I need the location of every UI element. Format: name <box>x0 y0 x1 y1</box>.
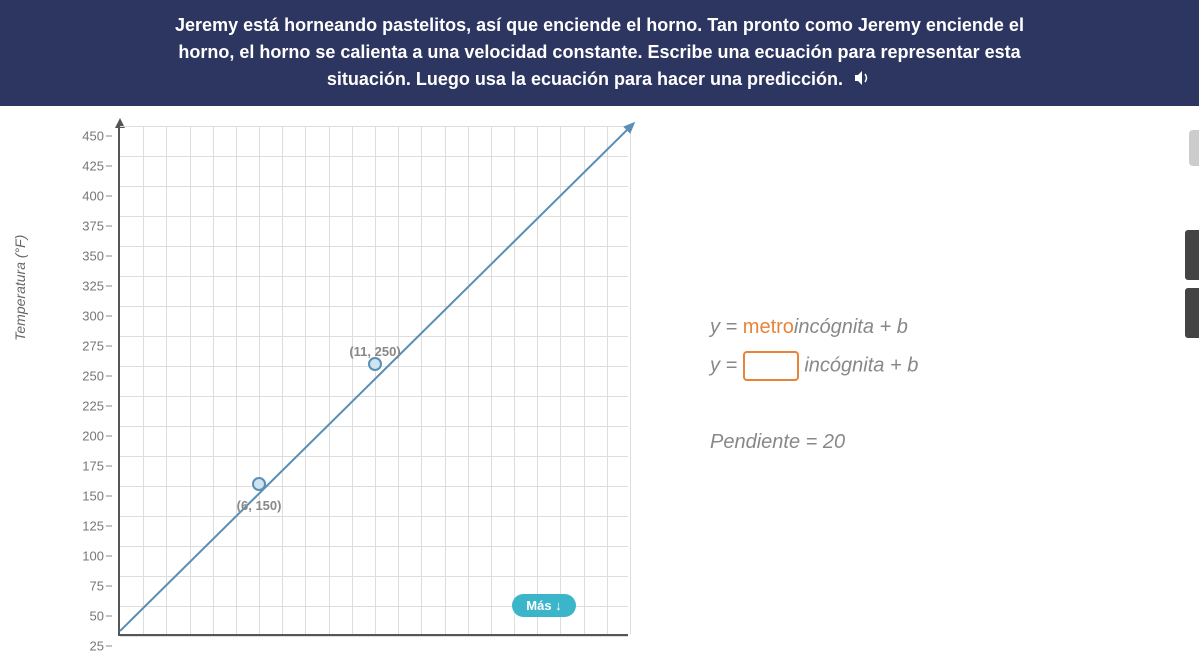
gridline-h <box>120 636 628 637</box>
gridline-v <box>421 126 422 634</box>
slope-input[interactable] <box>743 351 799 381</box>
y-tick-label: 350 <box>82 248 104 263</box>
data-point[interactable] <box>368 357 382 371</box>
gridline-h <box>120 306 628 307</box>
header-line3: situación. Luego usa la ecuación para ha… <box>327 69 843 89</box>
gridline-h <box>120 156 628 157</box>
gridline-h <box>120 126 628 127</box>
y-tick-label: 450 <box>82 128 104 143</box>
gridline-v <box>305 126 306 634</box>
gridline-v <box>398 126 399 634</box>
y-tick-label: 75 <box>90 578 104 593</box>
y-axis-ticks: 450 425 400 375 350 325 300 275 250 225 200 175 150 1… <box>70 126 110 636</box>
side-toolbar <box>1185 230 1199 346</box>
gridline-h <box>120 516 628 517</box>
content-area: Temperatura (°F) 450 425 400 375 350 325 300 27… <box>0 106 1199 666</box>
data-point[interactable] <box>252 477 266 491</box>
audio-icon[interactable] <box>854 67 872 94</box>
problem-header: Jeremy está horneando pastelitos, así qu… <box>0 0 1199 106</box>
gridline-v <box>259 126 260 634</box>
eq-rest2: incógnita + b <box>799 354 919 376</box>
y-tick-label: 250 <box>82 368 104 383</box>
gridline-h <box>120 186 628 187</box>
gridline-v <box>445 126 446 634</box>
gridline-v <box>236 126 237 634</box>
y-axis-label: Temperatura (°F) <box>12 234 28 340</box>
equation-input-line: y = incógnita + b <box>710 351 1149 381</box>
gridline-h <box>120 426 628 427</box>
side-handle[interactable] <box>1189 130 1199 166</box>
gridline-h <box>120 276 628 277</box>
gridline-v <box>166 126 167 634</box>
gridline-h <box>120 336 628 337</box>
equation-template: y = metroincógnita + b <box>710 316 1149 339</box>
gridline-v <box>213 126 214 634</box>
chart-area: Temperatura (°F) 45042540037535032530027… <box>30 116 650 656</box>
y-tick-label: 400 <box>82 188 104 203</box>
y-tick-label: 175 <box>82 458 104 473</box>
side-tool-1[interactable] <box>1185 230 1199 280</box>
eq-y2: y = <box>710 354 743 376</box>
gridline-v <box>514 126 515 634</box>
gridline-v <box>282 126 283 634</box>
y-tick-label: 100 <box>82 548 104 563</box>
gridline-v <box>352 126 353 634</box>
gridline-v <box>584 126 585 634</box>
gridline-h <box>120 486 628 487</box>
gridline-v <box>329 126 330 634</box>
gridline-h <box>120 246 628 247</box>
y-tick-label: 200 <box>82 428 104 443</box>
gridline-h <box>120 546 628 547</box>
chart-plot: (6, 150) (11, 250) Más ↓ <box>118 126 628 636</box>
header-line1: Jeremy está horneando pastelitos, así qu… <box>175 15 1024 35</box>
equation-panel: y = metroincógnita + b y = incógnita + b… <box>650 116 1169 656</box>
eq-metro: metro <box>743 316 794 338</box>
gridline-v <box>491 126 492 634</box>
gridline-v <box>607 126 608 634</box>
y-tick-label: 425 <box>82 158 104 173</box>
point-label: (11, 250) <box>349 344 400 359</box>
gridline-h <box>120 396 628 397</box>
gridline-v <box>190 126 191 634</box>
y-tick-label: 225 <box>82 398 104 413</box>
y-tick-label: 50 <box>90 608 104 623</box>
gridline-h <box>120 216 628 217</box>
y-tick-label: 325 <box>82 278 104 293</box>
point-label: (6, 150) <box>237 498 282 513</box>
gridline-v <box>560 126 561 634</box>
gridline-v <box>537 126 538 634</box>
y-tick-label: 375 <box>82 218 104 233</box>
gridline-h <box>120 576 628 577</box>
slope-label: Pendiente = 20 <box>710 431 1149 454</box>
gridline-v <box>630 126 631 634</box>
y-tick-label: 25 <box>90 638 104 653</box>
eq-rest: incógnita + b <box>794 316 908 338</box>
side-tool-2[interactable] <box>1185 288 1199 338</box>
y-tick-label: 150 <box>82 488 104 503</box>
gridline-v <box>468 126 469 634</box>
y-tick-label: 300 <box>82 308 104 323</box>
y-tick-label: 125 <box>82 518 104 533</box>
header-line2: horno, el horno se calienta a una veloci… <box>178 42 1020 62</box>
gridline-v <box>143 126 144 634</box>
mas-button[interactable]: Más ↓ <box>512 594 575 617</box>
gridline-h <box>120 456 628 457</box>
y-tick-label: 275 <box>82 338 104 353</box>
eq-y: y = <box>710 316 743 338</box>
